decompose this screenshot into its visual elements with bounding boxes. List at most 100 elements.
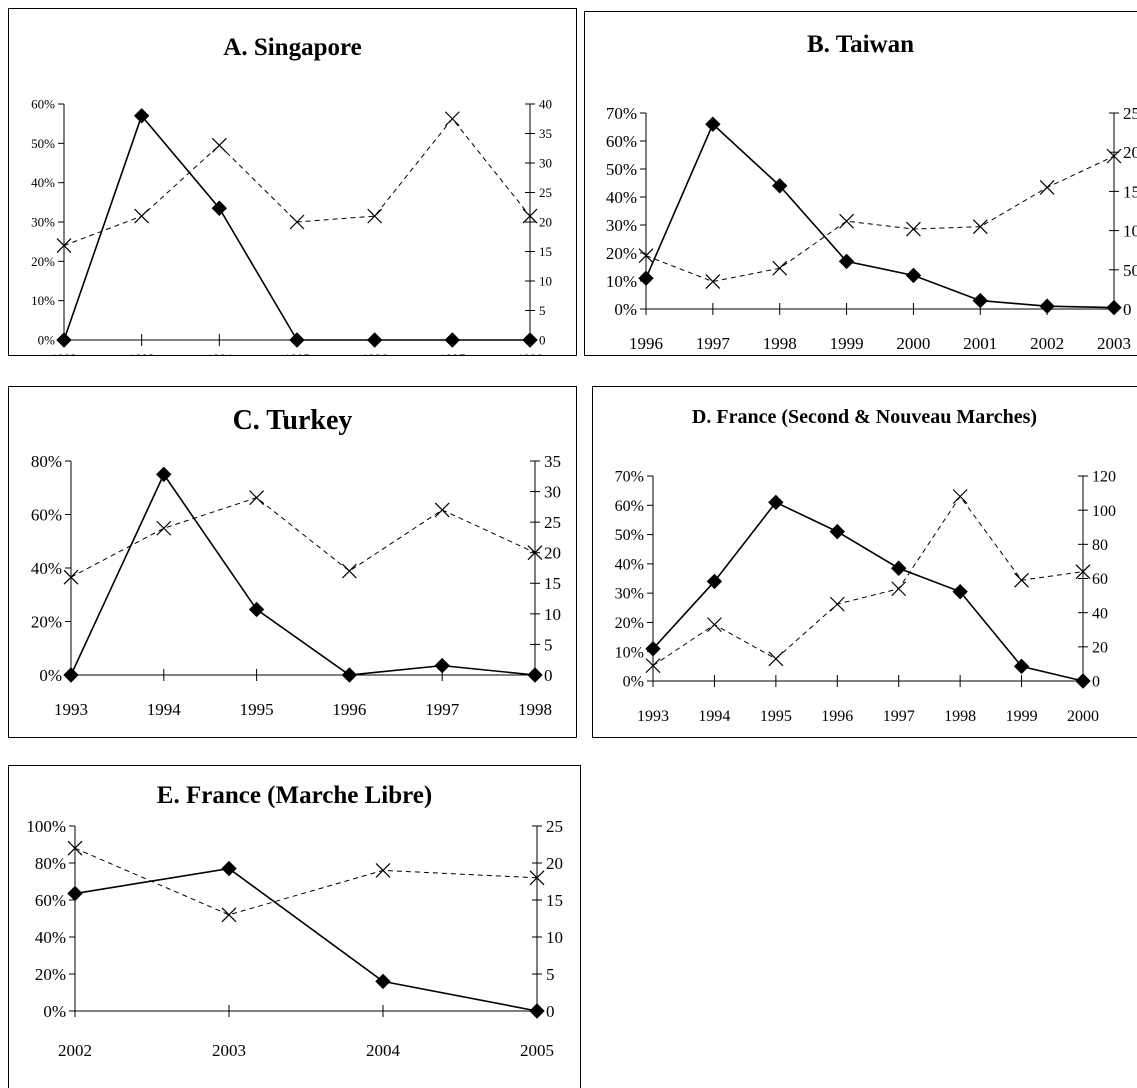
cross-marker xyxy=(67,840,83,856)
y-tick-label-left: 70% xyxy=(615,469,644,486)
y-tick-label-right: 30 xyxy=(539,156,552,171)
x-tick-label: 1994 xyxy=(147,700,182,719)
y-tick-label-right: 150 xyxy=(1123,182,1137,201)
diamond-marker xyxy=(527,667,543,683)
y-tick-label-left: 60% xyxy=(606,132,637,151)
x-tick-label: 1994 xyxy=(698,708,730,725)
x-tick-label: 2000 xyxy=(1067,708,1099,725)
diamond-marker xyxy=(63,667,79,683)
cross-marker xyxy=(63,569,79,585)
y-tick-label-left: 40% xyxy=(31,175,55,190)
cross-marker xyxy=(707,617,722,633)
x-tick-label: 2003 xyxy=(1097,334,1131,353)
y-tick-label-right: 20 xyxy=(539,215,552,230)
cross-marker xyxy=(527,545,543,561)
y-tick-label-right: 10 xyxy=(546,928,563,947)
cross-marker xyxy=(529,870,545,886)
y-tick-label-right: 35 xyxy=(544,452,561,471)
y-tick-label-left: 60% xyxy=(615,498,644,515)
x-tick-label: 2005 xyxy=(520,1041,554,1060)
y-tick-label-right: 120 xyxy=(1092,469,1116,486)
diamond-marker xyxy=(67,885,83,902)
x-tick-label: 1996 xyxy=(332,700,366,719)
cross-marker xyxy=(56,238,72,254)
diamond-marker xyxy=(1075,673,1091,689)
cross-marker xyxy=(891,581,907,597)
y-tick-label-right: 60 xyxy=(1092,571,1108,588)
series-line-dashed xyxy=(74,847,538,916)
y-tick-label-left: 0% xyxy=(43,1002,66,1021)
x-tick-label: 1998 xyxy=(944,708,976,725)
diamond-marker xyxy=(952,583,968,600)
y-tick-label-right: 10 xyxy=(544,605,561,624)
y-tick-label-right: 25 xyxy=(539,185,552,200)
x-tick-label: 1993 xyxy=(637,708,669,725)
x-tick-label: 1998 xyxy=(518,700,552,719)
panel-a: A. Singapore 0% 10% 20% 30% 40% 50% 60% 0 5 10 15 20… xyxy=(8,8,577,356)
y-tick-label-left: 50% xyxy=(606,160,637,179)
series-line-dashed xyxy=(645,155,1115,283)
cross-marker xyxy=(972,219,988,235)
x-tick-label: 1994 xyxy=(206,351,233,356)
cross-marker xyxy=(367,208,383,224)
x-tick-label: 1999 xyxy=(830,334,864,353)
chart-frame xyxy=(8,386,577,738)
diamond-marker xyxy=(1013,658,1030,675)
x-tick-label: 1993 xyxy=(129,351,155,356)
x-tick-label: 1999 xyxy=(1006,708,1038,725)
x-tick-label: 1998 xyxy=(517,351,543,356)
diamond-marker xyxy=(341,667,358,683)
y-tick-label-left: 0% xyxy=(623,674,644,691)
x-tick-label: 2002 xyxy=(1030,334,1064,353)
x-tick-label: 1996 xyxy=(821,708,853,725)
diamond-marker xyxy=(289,332,305,348)
cross-marker xyxy=(768,651,784,667)
y-tick-label-left: 40% xyxy=(615,556,644,573)
cross-marker xyxy=(829,596,845,612)
chart-frame xyxy=(8,765,581,1088)
chart-france-marche-libre: E. France (Marche Libre) 0% 20% 40% 60% 80% 10… xyxy=(8,765,581,1088)
y-tick-label-left: 10% xyxy=(31,293,55,308)
diamond-marker xyxy=(829,523,845,540)
y-tick-label-left: 0% xyxy=(38,333,56,348)
diamond-marker xyxy=(972,292,988,309)
y-tick-label-right: 100 xyxy=(1123,222,1137,241)
series-line-solid xyxy=(74,867,538,1012)
x-tick-label: 2004 xyxy=(366,1041,401,1060)
chart-frame xyxy=(592,386,1137,738)
cross-marker xyxy=(952,489,968,504)
y-tick-label-left: 60% xyxy=(31,505,62,524)
cross-marker xyxy=(289,214,305,230)
cross-marker xyxy=(375,862,391,878)
chart-france-second-nouveau: D. France (Second & Nouveau Marches) 0% 10… xyxy=(592,386,1137,738)
diamond-marker xyxy=(156,466,172,483)
x-tick-label: 1995 xyxy=(760,708,792,725)
y-tick-label-right: 0 xyxy=(539,333,546,348)
y-tick-label-right: 20 xyxy=(1092,639,1108,656)
y-tick-label-left: 100% xyxy=(26,817,66,836)
diamond-marker xyxy=(434,657,450,674)
y-tick-label-left: 0% xyxy=(39,666,62,685)
series-line-dashed xyxy=(70,497,536,578)
y-tick-label-left: 20% xyxy=(31,612,62,631)
x-tick-label: 1996 xyxy=(362,351,389,356)
y-tick-label-right: 20 xyxy=(546,854,563,873)
y-tick-label-right: 10 xyxy=(539,274,552,289)
cross-marker xyxy=(522,208,538,224)
y-tick-label-right: 15 xyxy=(546,891,563,910)
y-tick-label-right: 200 xyxy=(1123,143,1137,162)
y-tick-label-right: 5 xyxy=(544,635,553,654)
y-tick-label-right: 30 xyxy=(544,483,561,502)
x-tick-label: 2001 xyxy=(963,334,997,353)
cross-marker xyxy=(434,502,450,518)
cross-marker xyxy=(1014,572,1029,588)
x-tick-label: 1997 xyxy=(425,700,460,719)
diamond-marker xyxy=(645,641,661,657)
y-tick-label-left: 0% xyxy=(614,300,637,319)
y-tick-label-right: 25 xyxy=(544,513,561,532)
x-tick-label: 1997 xyxy=(696,334,731,353)
series-line-solid xyxy=(645,122,1115,309)
y-tick-label-left: 40% xyxy=(35,928,66,947)
chart-title: C. Turkey xyxy=(233,405,353,436)
diamond-marker xyxy=(522,332,538,348)
